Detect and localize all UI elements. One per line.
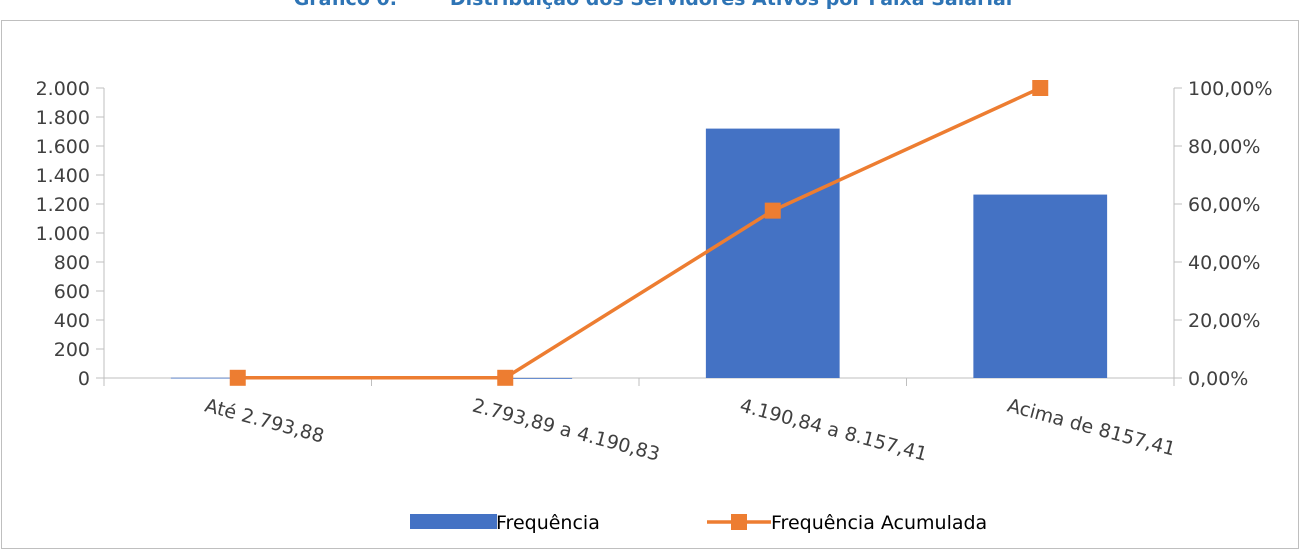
y-right-tick-label: 100,00% — [1188, 78, 1273, 100]
x-category-label: Acima de 8157,41 — [1005, 395, 1178, 461]
y-left-tick-label: 1.800 — [36, 107, 90, 129]
y-left-tick-label: 800 — [54, 252, 90, 274]
y-left-tick-label: 1.200 — [36, 194, 90, 216]
line-marker — [764, 202, 781, 219]
y-left-tick-label: 2.000 — [36, 78, 90, 100]
line-series — [229, 80, 1049, 386]
x-category-label: Até 2.793,88 — [202, 395, 326, 448]
y-right-tick-label: 0,00% — [1188, 368, 1248, 390]
y-right-tick-label: 60,00% — [1188, 194, 1260, 216]
y-left-tick-label: 200 — [54, 339, 90, 361]
legend-swatch-frequencia — [410, 514, 497, 529]
legend-label-frequencia-acumulada: Frequência Acumulada — [771, 512, 987, 534]
line-marker — [1032, 80, 1049, 96]
y-left-tick-label: 1.400 — [36, 165, 90, 187]
line-marker — [229, 369, 246, 386]
bar-series — [170, 128, 1108, 379]
legend-label-frequencia: Frequência — [496, 512, 600, 534]
chart-frame — [1, 20, 1299, 549]
y-left-tick-label: 600 — [54, 281, 90, 303]
y-left-tick-label: 1.000 — [36, 223, 90, 245]
chart-title: Gráfico 0. Distribuição dos Servidores A… — [0, 0, 1306, 10]
y-left-tick-label: 1.600 — [36, 136, 90, 158]
y-right-tick-label: 20,00% — [1188, 310, 1260, 332]
bar — [705, 128, 840, 378]
x-category-label: 2.793,89 a 4.190,83 — [470, 395, 662, 466]
bar — [973, 194, 1108, 378]
legend: Frequência Frequência Acumulada — [410, 512, 987, 534]
y-left-tick-label: 400 — [54, 310, 90, 332]
y-left-tick-label: 0 — [78, 368, 90, 390]
y-right-tick-label: 40,00% — [1188, 252, 1260, 274]
legend-marker-frequencia-acumulada — [731, 514, 747, 530]
line-path — [237, 86, 1041, 380]
y-right-tick-label: 80,00% — [1188, 136, 1260, 158]
line-marker — [497, 369, 514, 386]
x-category-label: 4.190,84 a 8.157,41 — [737, 395, 929, 466]
